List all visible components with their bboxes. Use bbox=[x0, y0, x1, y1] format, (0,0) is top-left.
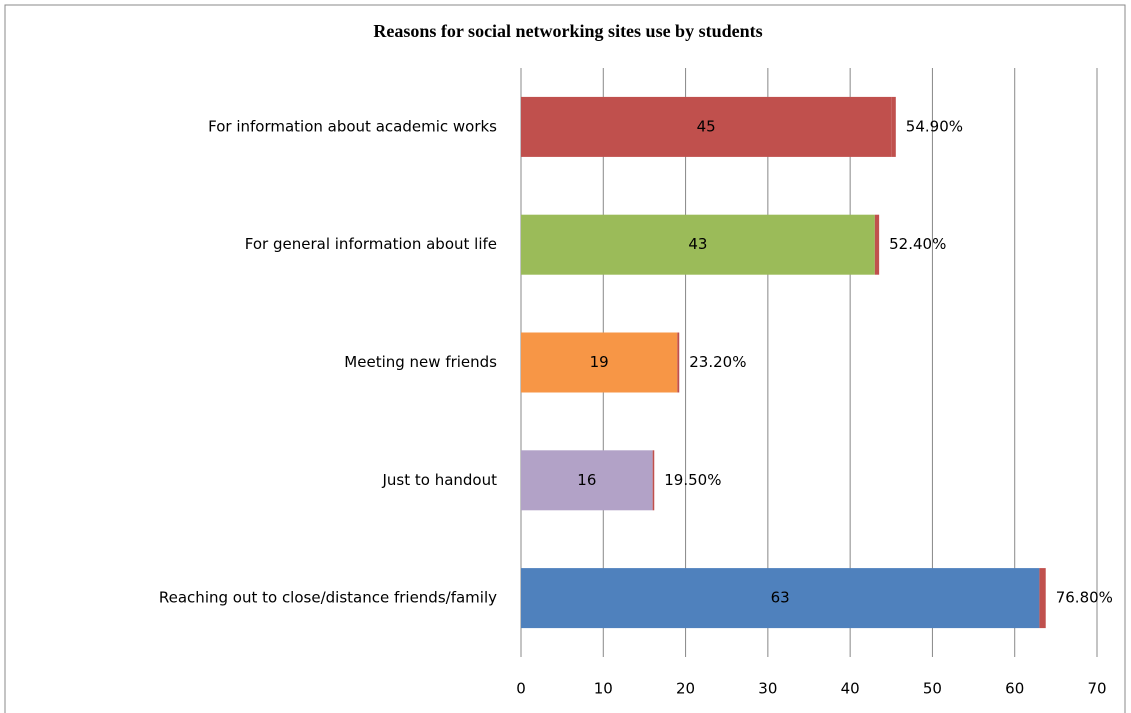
data-label: 45 bbox=[697, 117, 716, 135]
data-label: 63 bbox=[771, 589, 790, 607]
x-tick-label: 70 bbox=[1087, 680, 1106, 698]
data-label: 16 bbox=[577, 471, 596, 489]
x-tick-label: 50 bbox=[923, 680, 942, 698]
data-label: 54.90% bbox=[906, 117, 963, 135]
bar bbox=[1039, 568, 1045, 628]
data-label: 43 bbox=[688, 235, 707, 253]
data-label: 23.20% bbox=[689, 353, 746, 371]
bar bbox=[875, 215, 879, 275]
data-label: 19.50% bbox=[664, 471, 721, 489]
data-label: 19 bbox=[590, 353, 609, 371]
bar bbox=[677, 333, 679, 393]
x-tick-label: 0 bbox=[516, 680, 526, 698]
x-tick-label: 40 bbox=[841, 680, 860, 698]
y-tick-label: Reaching out to close/distance friends/f… bbox=[159, 589, 497, 607]
y-tick-label: For general information about life bbox=[245, 235, 497, 253]
y-tick-label: Meeting new friends bbox=[344, 353, 497, 371]
chart-title: Reasons for social networking sites use … bbox=[373, 21, 762, 41]
x-tick-label: 20 bbox=[676, 680, 695, 698]
bar bbox=[891, 97, 896, 157]
y-tick-label: For information about academic works bbox=[208, 117, 497, 135]
y-tick-label: Just to handout bbox=[381, 471, 497, 489]
x-tick-label: 60 bbox=[1005, 680, 1024, 698]
x-tick-label: 10 bbox=[594, 680, 613, 698]
x-tick-label: 30 bbox=[758, 680, 777, 698]
data-label: 52.40% bbox=[889, 235, 946, 253]
bar bbox=[653, 450, 655, 510]
data-label: 76.80% bbox=[1056, 589, 1113, 607]
